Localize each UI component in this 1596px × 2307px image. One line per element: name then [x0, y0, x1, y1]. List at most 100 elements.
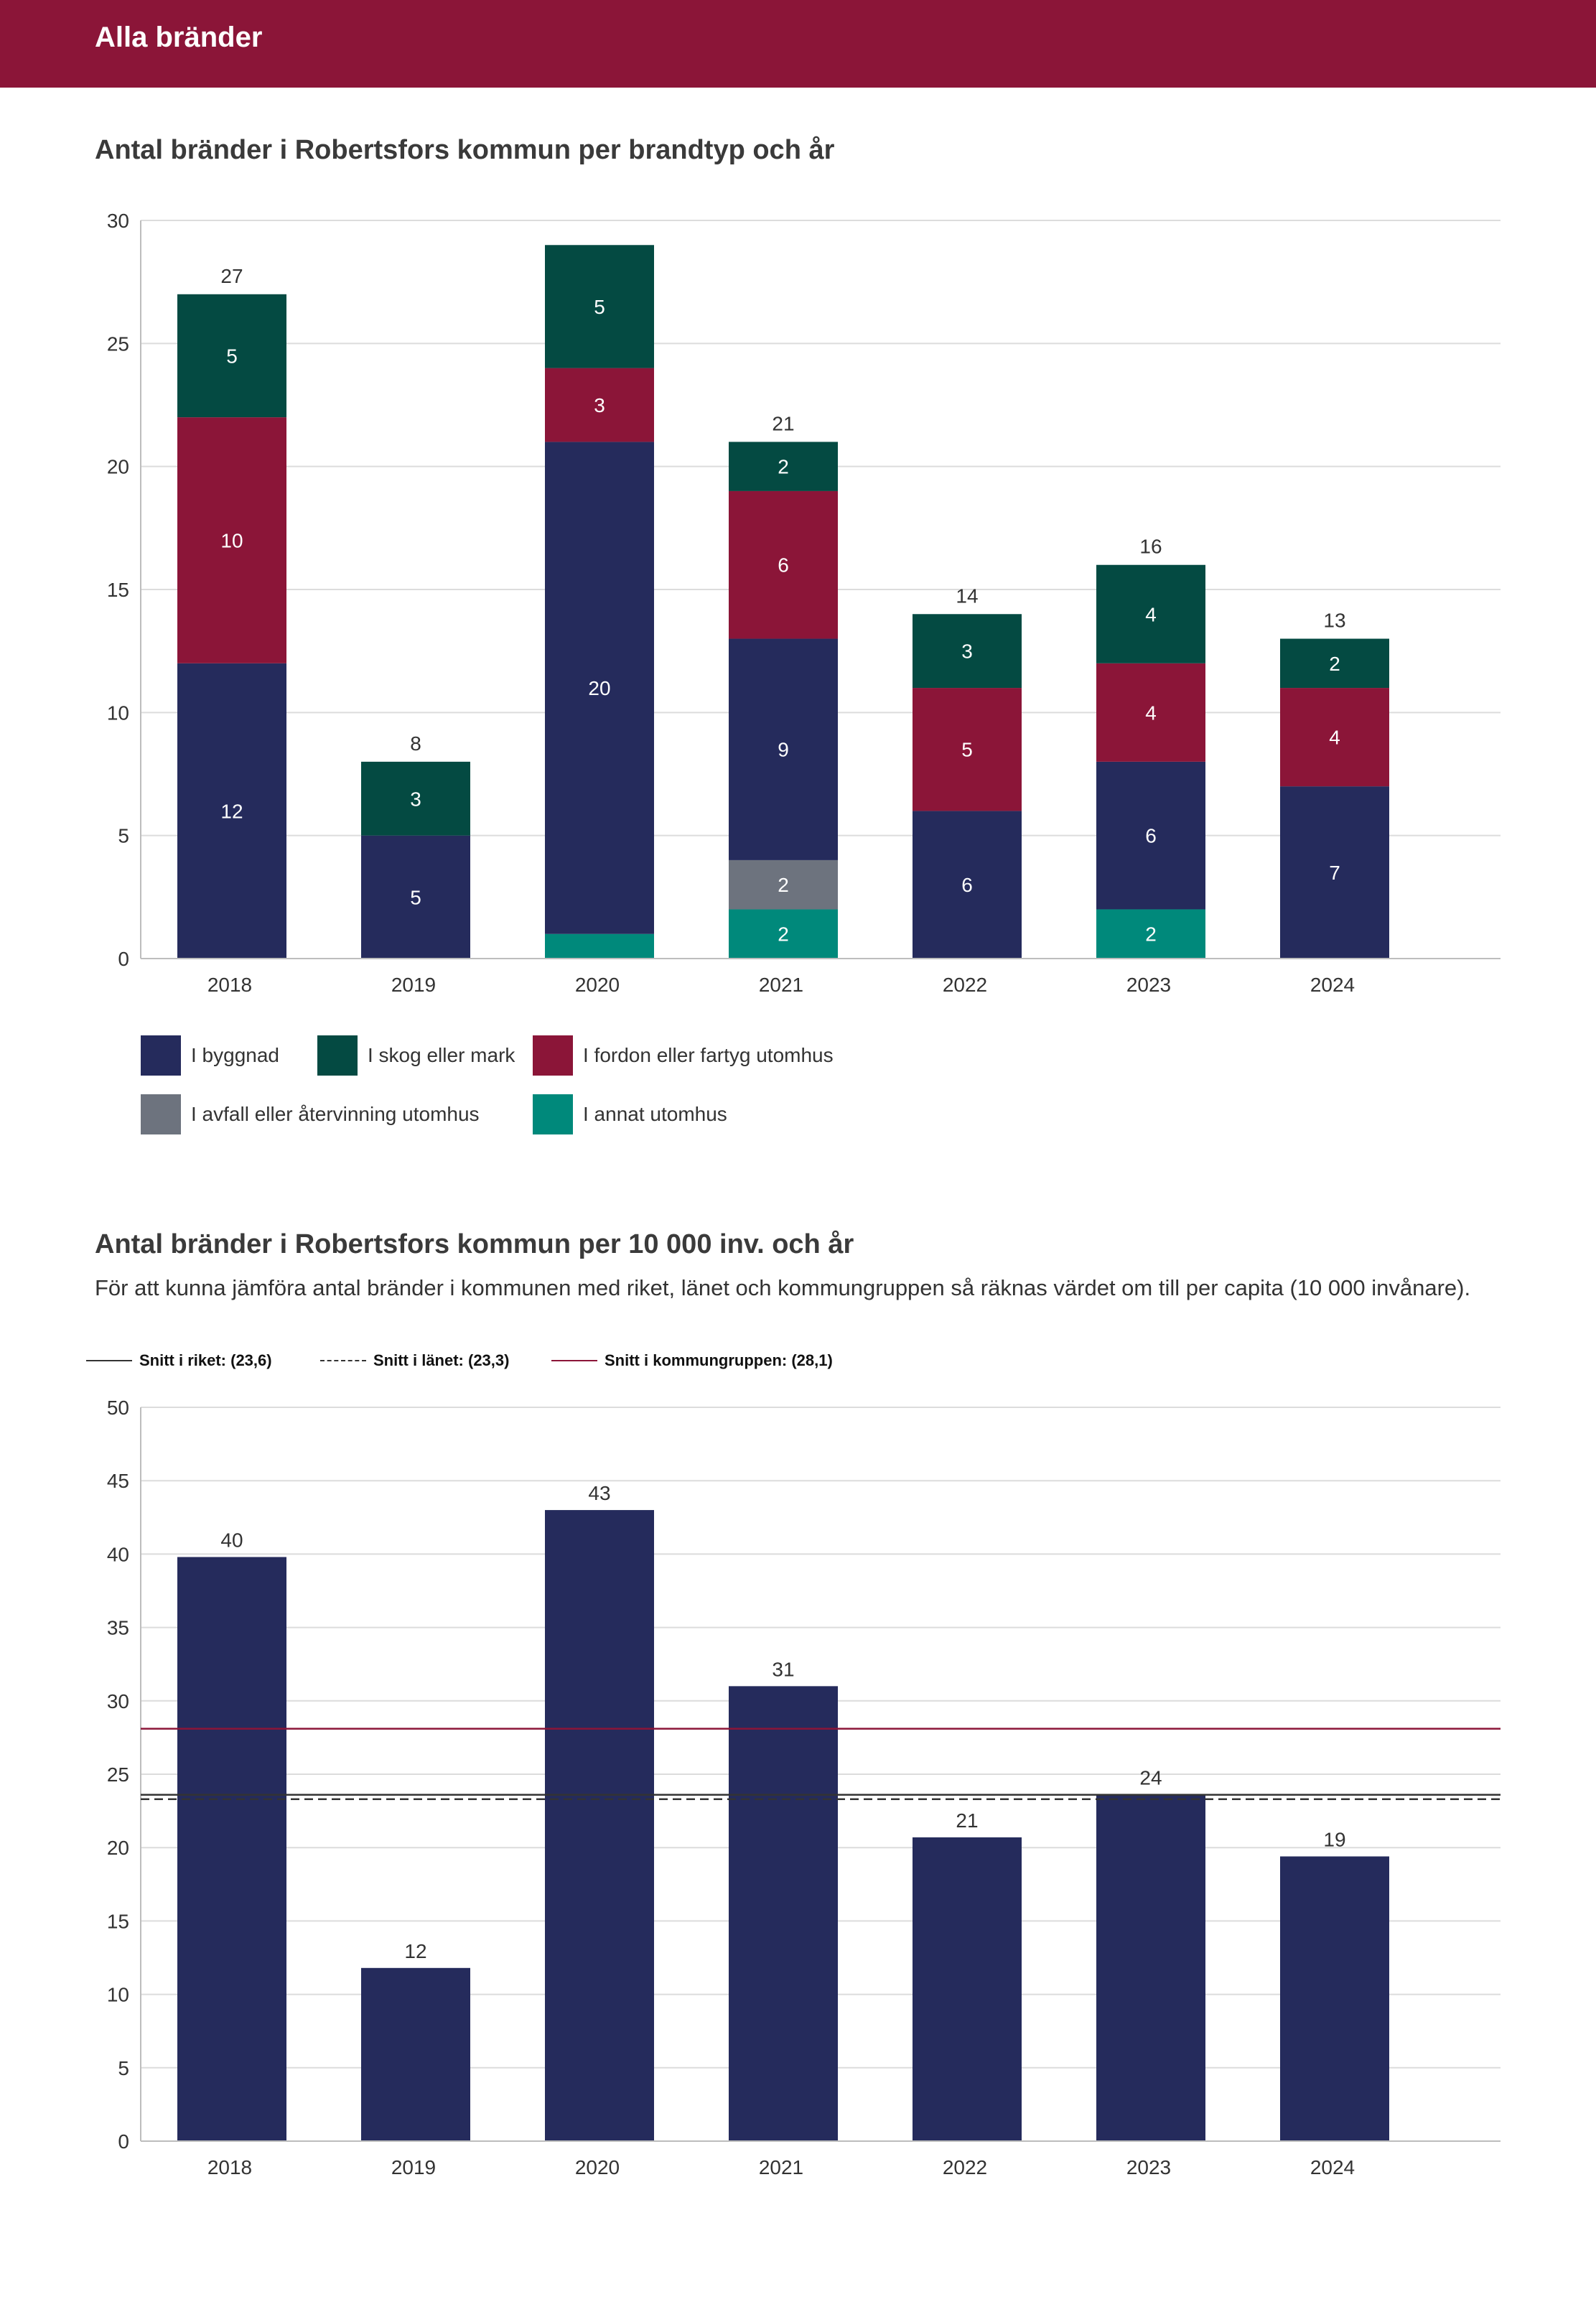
- x-tick-label: 2022: [943, 2156, 987, 2178]
- legend-item: I annat utomhus: [533, 1094, 727, 1134]
- bar-segment: [177, 417, 286, 663]
- reference-legend-item: Snitt i länet: (23,3): [320, 1351, 509, 1370]
- x-tick-label: 2021: [759, 974, 803, 996]
- bar-value-label: 5: [961, 739, 973, 761]
- x-tick-label: 2020: [575, 974, 620, 996]
- legend-swatch: [317, 1035, 358, 1076]
- bar-value-label: 2: [778, 923, 789, 946]
- reference-legend-label: Snitt i kommungruppen: (28,1): [605, 1351, 833, 1369]
- bar-segment: [913, 688, 1022, 811]
- header-title: Alla bränder: [95, 22, 263, 53]
- bar-value-label: 2: [1145, 923, 1157, 946]
- bar-segment: [361, 761, 470, 836]
- bar-value-label: 5: [410, 886, 421, 908]
- bar-total-label: 14: [956, 584, 978, 607]
- y-tick-label: 5: [118, 825, 129, 847]
- bar-value-label: 3: [594, 394, 605, 416]
- bar-value-label: 3: [961, 640, 973, 663]
- x-tick-label: 2023: [1126, 974, 1171, 996]
- bar: [361, 1967, 470, 2141]
- x-tick-label: 2023: [1126, 2156, 1171, 2178]
- bar-value-label: 6: [1145, 825, 1157, 847]
- bar-segment: [1280, 688, 1389, 787]
- chart1-title: Antal bränder i Robertsfors kommun per b…: [95, 135, 835, 165]
- bar-value-label: 40: [220, 1529, 243, 1551]
- y-tick-label: 20: [107, 1837, 129, 1859]
- bar-total-label: 8: [410, 732, 421, 755]
- reference-legend-label: Snitt i riket: (23,6): [139, 1351, 272, 1369]
- bar-segment: [1280, 638, 1389, 689]
- legend-swatch: [533, 1035, 573, 1076]
- bar-segment: [177, 663, 286, 959]
- bar-total-label: 16: [1139, 536, 1162, 558]
- bar-segment: [1280, 786, 1389, 959]
- bar: [177, 1557, 286, 2141]
- legend-label: I skog eller mark: [368, 1044, 515, 1066]
- bar-segment: [729, 442, 838, 491]
- bar-segment: [729, 859, 838, 910]
- bar-value-label: 31: [772, 1658, 794, 1680]
- x-tick-label: 2018: [207, 974, 252, 996]
- y-tick-label: 20: [107, 456, 129, 478]
- y-tick-label: 10: [107, 1984, 129, 2006]
- legend-label: I annat utomhus: [583, 1103, 727, 1125]
- chart2-svg: 0 5 10 15 20 25 30 35 40 45 50 40 2018 12 2019 43 2020 31…: [107, 1397, 1501, 2178]
- bar-value-label: 3: [410, 788, 421, 810]
- bar-segment: [729, 490, 838, 639]
- y-tick-label: 15: [107, 579, 129, 601]
- bar: [1096, 1794, 1205, 2141]
- reference-legend-line: [320, 1360, 366, 1361]
- chart2-subtitle: För att kunna jämföra antal bränder i ko…: [95, 1275, 1471, 1300]
- bar-value-label: 21: [956, 1809, 978, 1832]
- legend-label: I fordon eller fartyg utomhus: [583, 1044, 834, 1066]
- bar-value-label: 9: [778, 739, 789, 761]
- bar-segment: [545, 245, 654, 368]
- bar-segment: [545, 933, 654, 959]
- reference-legend-item: Snitt i riket: (23,6): [86, 1351, 272, 1370]
- bar-value-label: 5: [226, 345, 238, 367]
- y-tick-label: 10: [107, 702, 129, 724]
- bar-segment: [177, 294, 286, 418]
- x-tick-label: 2022: [943, 974, 987, 996]
- bar-value-label: 4: [1145, 702, 1157, 724]
- legend-label: I avfall eller återvinning utomhus: [191, 1103, 480, 1125]
- bar-segment: [545, 368, 654, 442]
- legend-item: I avfall eller återvinning utomhus: [141, 1094, 480, 1134]
- bar-value-label: 5: [594, 296, 605, 318]
- bar-segment: [1096, 564, 1205, 663]
- bar: [729, 1686, 838, 2141]
- y-tick-label: 35: [107, 1617, 129, 1639]
- bar: [545, 1510, 654, 2141]
- y-tick-label: 30: [107, 1690, 129, 1712]
- bar-segment: [729, 909, 838, 959]
- y-tick-label: 0: [118, 2130, 129, 2153]
- reference-legend-line: [551, 1360, 597, 1361]
- y-tick-label: 15: [107, 1910, 129, 1932]
- bar-value-label: 24: [1139, 1767, 1162, 1789]
- legend-swatch: [141, 1094, 181, 1134]
- x-tick-label: 2019: [391, 974, 436, 996]
- x-tick-label: 2020: [575, 2156, 620, 2178]
- legend-item: I skog eller mark: [317, 1035, 515, 1076]
- bar-segment: [913, 614, 1022, 689]
- bar-value-label: 2: [778, 874, 789, 896]
- legend-label: I byggnad: [191, 1044, 279, 1066]
- y-tick-label: 40: [107, 1543, 129, 1565]
- x-tick-label: 2024: [1310, 2156, 1355, 2178]
- bar-total-label: 13: [1323, 610, 1345, 632]
- bar-segment: [1096, 909, 1205, 959]
- bar-value-label: 6: [778, 554, 789, 577]
- y-tick-label: 25: [107, 1763, 129, 1786]
- bar-segment: [729, 638, 838, 860]
- legend-item: I fordon eller fartyg utomhus: [533, 1035, 834, 1076]
- bar-segment: [913, 811, 1022, 959]
- bar-value-label: 2: [778, 456, 789, 478]
- bar-value-label: 12: [404, 1940, 426, 1962]
- bar-total-label: 27: [220, 265, 243, 287]
- reference-legend-label: Snitt i länet: (23,3): [373, 1351, 510, 1369]
- y-tick-label: 30: [107, 210, 129, 232]
- legend-swatch: [141, 1035, 181, 1076]
- chart1-svg: 0510152025301210527201853820192035202022…: [107, 210, 1501, 996]
- bar-segment: [545, 442, 654, 934]
- bar-value-label: 43: [588, 1482, 610, 1504]
